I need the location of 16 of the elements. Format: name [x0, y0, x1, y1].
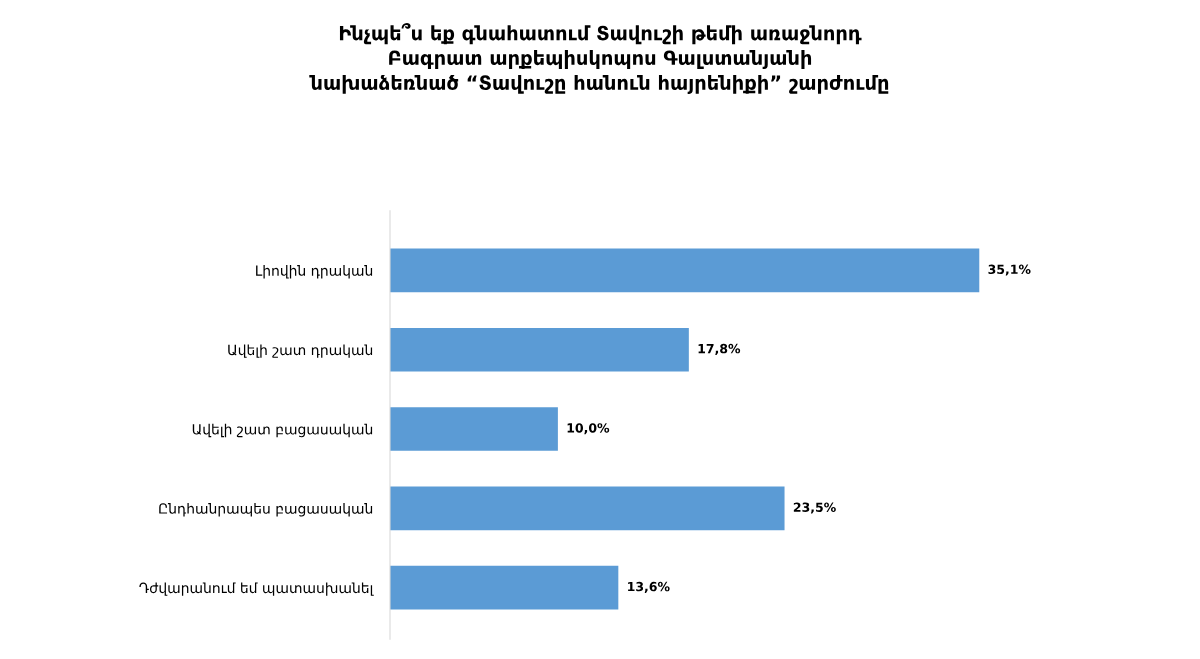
- y-tick-label: Լիովին դրական: [256, 265, 373, 279]
- data-label: 13,6%: [628, 581, 670, 593]
- bar: [390, 327, 689, 372]
- bar: [390, 565, 619, 610]
- y-tick-label: Ավելի շատ դրական: [228, 344, 373, 358]
- y-tick-label: Ընդհանրապես բացասական: [159, 503, 373, 517]
- bar: [390, 407, 558, 451]
- data-label: 35,1%: [988, 264, 1031, 276]
- data-label: 23,5%: [793, 502, 836, 514]
- bar: [390, 486, 785, 531]
- data-label: 10,0%: [567, 423, 610, 435]
- y-tick-label: Ավելի շատ բացասական: [192, 423, 373, 438]
- y-tick-label: Դժվարանում եմ պատասխանել: [139, 582, 374, 596]
- bar: [390, 248, 980, 293]
- chart-title: Ինչպե՞ս եք գնահատում Տավուշի թեմի առաջնորդ Բագրատ արքեպիսկոպոս Գալստանյանի նախաձեռնած “Տավուշը հանուն հայրենիքի” շարժումը: [309, 23, 889, 94]
- data-label: 17,8%: [698, 343, 741, 355]
